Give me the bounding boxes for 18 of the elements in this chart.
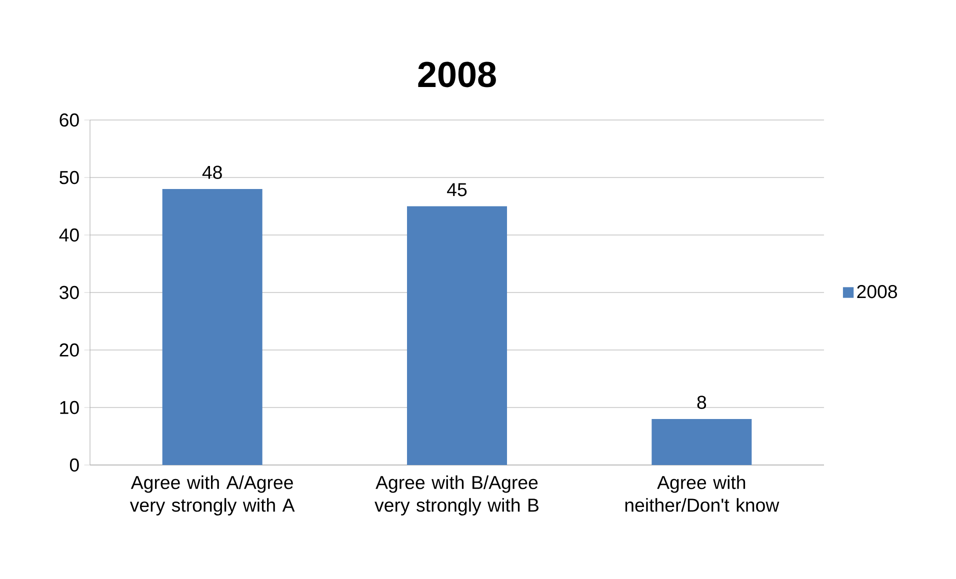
legend-label: 2008 <box>857 284 897 298</box>
y-tick-label: 40 <box>59 228 79 242</box>
x-tick-label: Agree with B/Agree very strongly with B <box>374 475 538 516</box>
bar <box>407 206 508 466</box>
x-tick-label: Agree with A/Agree very strongly with A <box>130 475 295 516</box>
data-label: 45 <box>447 183 467 196</box>
y-tick-label: 10 <box>60 400 79 414</box>
bar <box>652 419 752 466</box>
y-tick-label: 30 <box>60 286 79 300</box>
bar <box>162 189 262 466</box>
data-label: 8 <box>697 396 706 409</box>
chart-title: 2008 <box>418 62 496 88</box>
data-label: 48 <box>202 166 222 179</box>
y-tick-label: 60 <box>60 113 79 127</box>
y-tick-label: 50 <box>60 170 79 184</box>
x-tick-label: Agree with neither/Don't know <box>625 475 780 512</box>
y-tick-label: 20 <box>60 343 79 357</box>
y-tick-label: 0 <box>70 458 79 472</box>
